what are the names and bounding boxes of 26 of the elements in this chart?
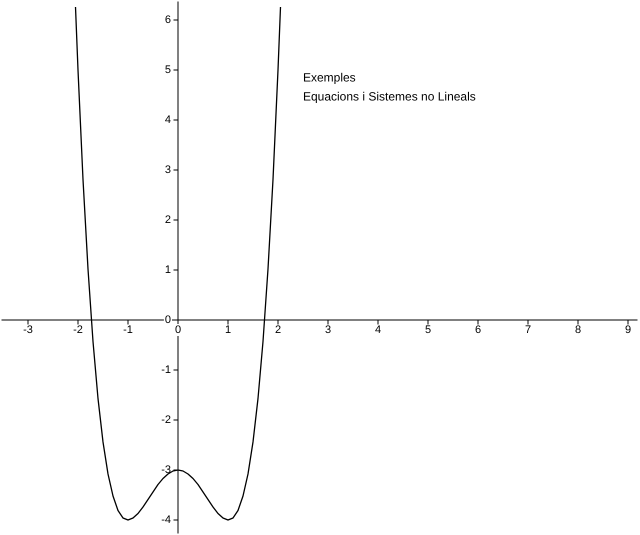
y-tick-label: -4 bbox=[161, 514, 171, 526]
x-tick-label: -2 bbox=[73, 324, 83, 336]
y-tick-label: 0 bbox=[164, 314, 171, 326]
y-tick-label: -2 bbox=[161, 414, 171, 426]
x-tick-label: 2 bbox=[274, 324, 282, 336]
x-tick-label: 0 bbox=[174, 324, 182, 336]
y-tick-label: 1 bbox=[164, 264, 171, 276]
y-tick-label: 6 bbox=[164, 14, 171, 26]
y-tick-label: -1 bbox=[161, 364, 171, 376]
x-tick-label: 8 bbox=[574, 324, 582, 336]
x-tick-label: 3 bbox=[324, 324, 332, 336]
x-tick-label: 4 bbox=[374, 324, 382, 336]
y-tick-label: -3 bbox=[161, 464, 171, 476]
text: Equacions i Sistemes no Lineals bbox=[302, 89, 476, 104]
x-tick-label: 7 bbox=[524, 324, 532, 336]
y-tick-label: 2 bbox=[164, 214, 171, 226]
x-tick-label: 1 bbox=[224, 324, 232, 336]
x-tick-label: -1 bbox=[123, 324, 133, 336]
y-tick-label: 3 bbox=[164, 164, 171, 176]
y-tick-label: 5 bbox=[164, 64, 171, 76]
x-tick-label: -3 bbox=[23, 324, 33, 336]
x-tick-label: 5 bbox=[424, 324, 432, 336]
text: Exemples bbox=[302, 70, 356, 84]
x-tick-label: 6 bbox=[474, 324, 482, 336]
x-tick-label: 9 bbox=[624, 324, 632, 336]
y-tick-label: 4 bbox=[164, 114, 171, 126]
